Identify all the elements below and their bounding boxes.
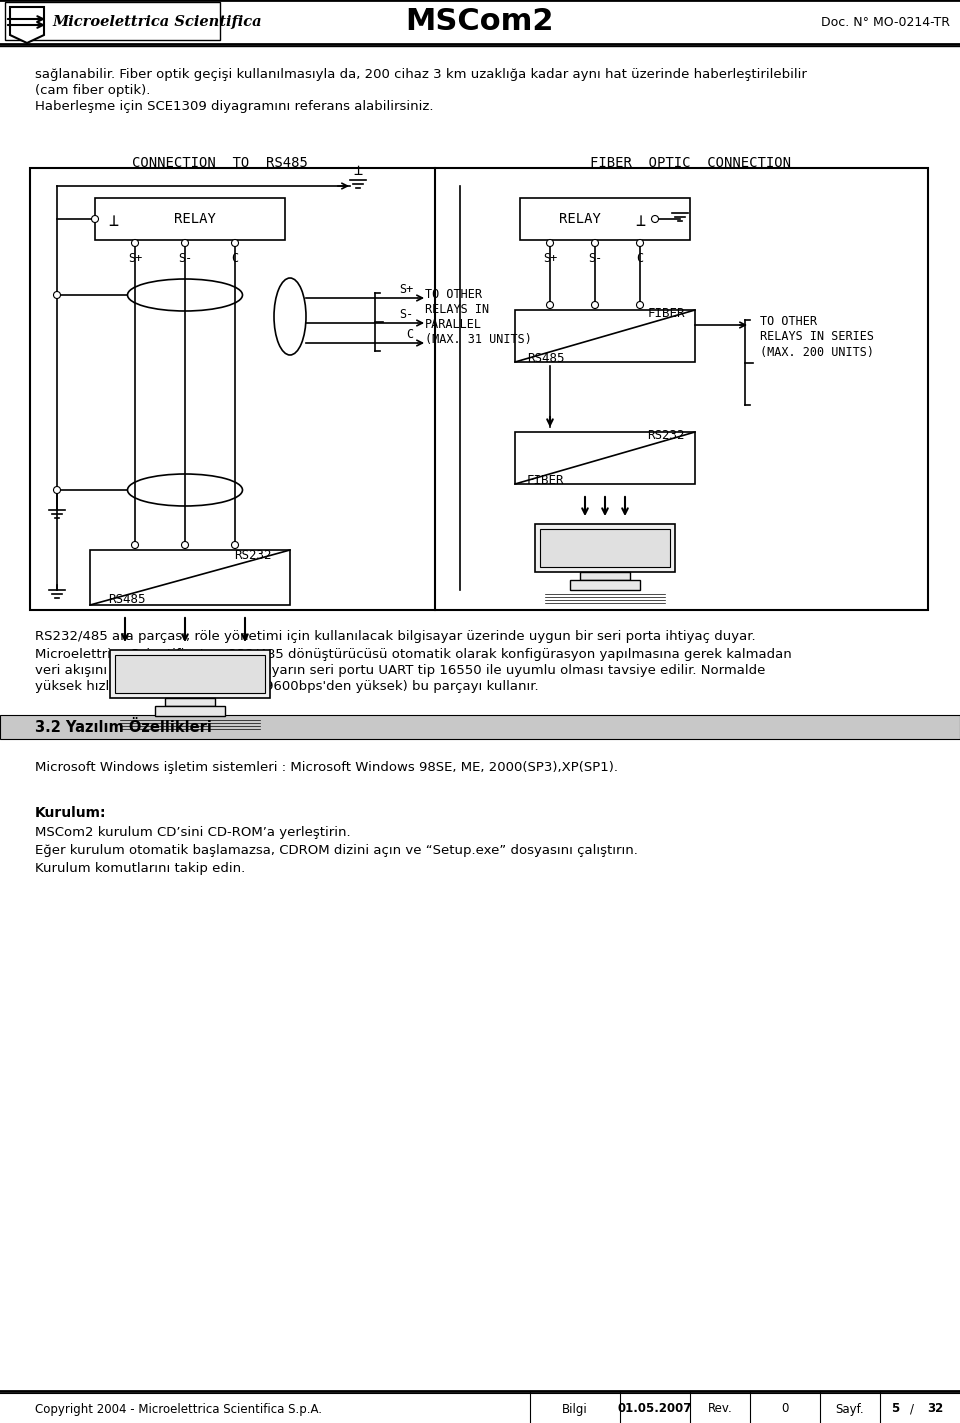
Text: C: C: [231, 252, 239, 265]
Text: Doc. N° MO-0214-TR: Doc. N° MO-0214-TR: [821, 16, 950, 28]
Text: TO OTHER: TO OTHER: [425, 287, 482, 302]
Bar: [165, 699, 215, 706]
Text: Kurulum komutlarını takip edin.: Kurulum komutlarını takip edin.: [35, 862, 245, 875]
Polygon shape: [10, 7, 44, 43]
Bar: [110, 650, 270, 699]
Text: S+: S+: [398, 283, 413, 296]
Text: PARALLEL: PARALLEL: [425, 317, 482, 332]
Bar: [580, 572, 630, 581]
Text: RS485: RS485: [527, 351, 564, 366]
Text: S-: S-: [178, 252, 192, 265]
Text: Microsoft Windows işletim sistemleri : Microsoft Windows 98SE, ME, 2000(SP3),XP(: Microsoft Windows işletim sistemleri : M…: [35, 761, 618, 774]
Text: RELAY: RELAY: [559, 212, 601, 226]
Text: Microelettrica Scientifica: Microelettrica Scientifica: [52, 16, 262, 28]
Text: (MAX. 200 UNITS): (MAX. 200 UNITS): [760, 346, 874, 359]
Text: MSCom2 kurulum CD’sini CD-ROM’a yerleştirin.: MSCom2 kurulum CD’sini CD-ROM’a yerleşti…: [35, 825, 350, 840]
Text: 01.05.2007: 01.05.2007: [618, 1403, 692, 1416]
Text: Rev.: Rev.: [708, 1403, 732, 1416]
Ellipse shape: [546, 302, 554, 309]
Text: RS232/485 ara parçası, röle yönetimi için kullanılacak bilgisayar üzerinde uygun: RS232/485 ara parçası, röle yönetimi içi…: [35, 630, 756, 643]
Ellipse shape: [636, 239, 643, 246]
Ellipse shape: [132, 239, 138, 246]
Ellipse shape: [546, 239, 554, 246]
Bar: [90, 551, 290, 605]
Bar: [515, 310, 695, 361]
Bar: [155, 706, 225, 716]
Bar: [115, 655, 265, 693]
Text: ⊥: ⊥: [353, 164, 363, 178]
Ellipse shape: [231, 542, 238, 548]
Ellipse shape: [91, 215, 99, 222]
Text: CONNECTION  TO  RS485: CONNECTION TO RS485: [132, 157, 308, 169]
Text: veri akışını sağlar. Kullanılan bilgisayarın seri portu UART tip 16550 ile uyuml: veri akışını sağlar. Kullanılan bilgisay…: [35, 665, 765, 677]
Text: S-: S-: [398, 307, 413, 322]
Ellipse shape: [652, 215, 659, 222]
Text: Kurulum:: Kurulum:: [35, 805, 107, 820]
Text: Bilgi: Bilgi: [563, 1403, 588, 1416]
Text: RS232: RS232: [647, 428, 685, 443]
Bar: [5, 1, 220, 40]
Text: RELAY: RELAY: [174, 212, 216, 226]
Text: RELAYS IN: RELAYS IN: [425, 303, 490, 316]
Text: MSCom2: MSCom2: [406, 7, 554, 37]
Bar: [30, 168, 928, 610]
Text: yüksek hızlı seri portlar (baud hızı 9600bps'den yüksek) bu parçayı kullanır.: yüksek hızlı seri portlar (baud hızı 960…: [35, 680, 539, 693]
Ellipse shape: [591, 302, 598, 309]
Text: FIBER: FIBER: [527, 474, 564, 487]
Ellipse shape: [132, 542, 138, 548]
Text: RELAYS IN SERIES: RELAYS IN SERIES: [760, 330, 874, 343]
Text: RS485: RS485: [108, 593, 146, 606]
Ellipse shape: [181, 239, 188, 246]
Bar: [540, 529, 670, 566]
Text: TO OTHER: TO OTHER: [760, 314, 817, 327]
Text: 3.2 Yazılım Özellikleri: 3.2 Yazılım Özellikleri: [35, 720, 212, 736]
Text: Eğer kurulum otomatik başlamazsa, CDROM dizini açın ve “Setup.exe” dosyasını çal: Eğer kurulum otomatik başlamazsa, CDROM …: [35, 844, 637, 857]
Bar: [515, 433, 695, 484]
Text: Copyright 2004 - Microelettrica Scientifica S.p.A.: Copyright 2004 - Microelettrica Scientif…: [35, 1403, 322, 1416]
Bar: [0, 714, 960, 739]
Text: /: /: [910, 1403, 914, 1416]
Text: ⊥: ⊥: [635, 212, 645, 231]
Ellipse shape: [54, 487, 60, 494]
Text: FIBER: FIBER: [647, 307, 685, 320]
Text: FIBER  OPTIC  CONNECTION: FIBER OPTIC CONNECTION: [589, 157, 790, 169]
Bar: [95, 198, 285, 240]
Text: (cam fiber optik).: (cam fiber optik).: [35, 84, 151, 97]
Text: 0: 0: [781, 1403, 789, 1416]
Text: Sayf.: Sayf.: [836, 1403, 864, 1416]
Ellipse shape: [636, 302, 643, 309]
Ellipse shape: [54, 292, 60, 299]
Text: S+: S+: [542, 252, 557, 265]
Bar: [535, 524, 675, 572]
Bar: [520, 198, 690, 240]
Text: RS232: RS232: [234, 549, 272, 562]
Ellipse shape: [591, 239, 598, 246]
Ellipse shape: [231, 239, 238, 246]
Text: (MAX. 31 UNITS): (MAX. 31 UNITS): [425, 333, 532, 346]
Text: C: C: [406, 327, 413, 342]
Text: sağlanabilir. Fiber optik geçişi kullanılmasıyla da, 200 cihaz 3 km uzaklığa kad: sağlanabilir. Fiber optik geçişi kullanı…: [35, 68, 806, 81]
Ellipse shape: [181, 542, 188, 548]
Text: C: C: [636, 252, 643, 265]
Text: 32: 32: [926, 1403, 943, 1416]
Text: ⊥: ⊥: [108, 212, 118, 231]
Text: 5: 5: [891, 1403, 900, 1416]
Bar: [570, 581, 640, 591]
Text: Microelettrica Scientifica'nın 232/485 dönüştürücüsü otomatik olarak konfigürasy: Microelettrica Scientifica'nın 232/485 d…: [35, 647, 792, 662]
Text: S-: S-: [588, 252, 602, 265]
Text: Haberleşme için SCE1309 diyagramını referans alabilirsiniz.: Haberleşme için SCE1309 diyagramını refe…: [35, 100, 434, 112]
Text: S+: S+: [128, 252, 142, 265]
